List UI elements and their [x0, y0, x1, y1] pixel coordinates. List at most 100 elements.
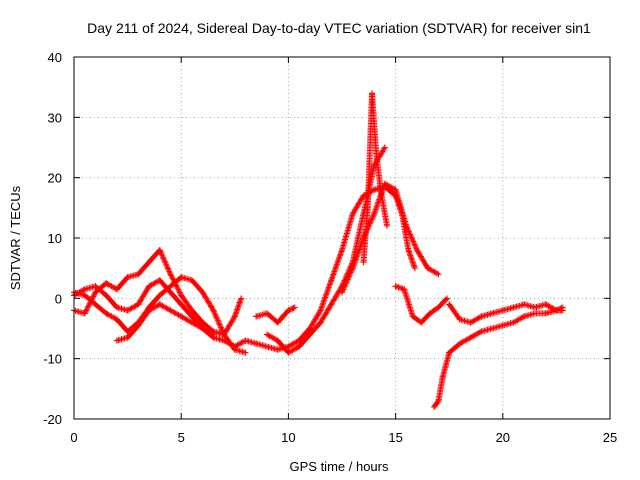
data-point	[135, 271, 142, 278]
data-point	[499, 322, 506, 329]
data-point	[188, 319, 195, 326]
data-point	[384, 222, 391, 229]
x-tick-label: 5	[178, 430, 185, 445]
data-point	[156, 247, 163, 254]
data-point	[392, 283, 399, 290]
data-point	[467, 334, 474, 341]
data-point	[360, 192, 367, 199]
data-point	[221, 331, 228, 338]
data-point	[103, 310, 110, 317]
data-point	[296, 343, 303, 350]
data-point	[113, 286, 120, 293]
data-point	[291, 304, 298, 311]
data-point	[178, 292, 185, 299]
data-point	[349, 210, 356, 217]
data-point	[199, 289, 206, 296]
data-point	[274, 319, 281, 326]
data-point	[103, 280, 110, 287]
data-point	[124, 334, 131, 341]
y-tick-label: -10	[43, 352, 62, 367]
data-point	[377, 186, 384, 193]
data-point	[242, 349, 249, 356]
data-point	[274, 346, 281, 353]
y-tick-label: 0	[55, 291, 62, 306]
data-point	[435, 271, 442, 278]
data-point	[489, 310, 496, 317]
series-track-2	[71, 247, 245, 338]
series-track-4	[113, 301, 217, 344]
data-point	[360, 259, 367, 266]
data-point	[403, 222, 410, 229]
data-point	[146, 307, 153, 314]
data-point	[444, 295, 451, 302]
data-point	[113, 337, 120, 344]
data-point	[188, 307, 195, 314]
series-track-8	[360, 90, 391, 266]
data-point	[263, 343, 270, 350]
series-track-5	[253, 304, 298, 326]
data-point	[510, 304, 517, 311]
data-point	[531, 304, 538, 311]
data-point	[339, 289, 345, 296]
data-point	[435, 304, 442, 311]
data-point	[156, 301, 163, 308]
data-points	[71, 90, 566, 410]
data-point	[210, 331, 217, 338]
data-point	[178, 274, 185, 281]
x-tick-label: 25	[603, 430, 617, 445]
data-point	[188, 277, 195, 284]
data-point	[521, 313, 528, 320]
data-point	[124, 307, 131, 314]
data-point	[446, 301, 453, 308]
data-point	[156, 292, 163, 299]
series-track-10	[431, 307, 566, 410]
x-tick-label: 10	[281, 430, 295, 445]
data-point	[231, 346, 238, 353]
data-point	[418, 319, 425, 326]
data-point	[146, 283, 153, 290]
data-point	[446, 349, 453, 356]
data-point	[135, 301, 142, 308]
data-point	[231, 313, 238, 320]
chart-title: Day 211 of 2024, Sidereal Day-to-day VTE…	[87, 20, 591, 36]
data-point	[253, 340, 260, 347]
data-point	[178, 313, 185, 320]
data-point	[559, 304, 566, 311]
data-point	[381, 144, 388, 151]
data-point	[92, 301, 99, 308]
data-point	[167, 289, 174, 296]
data-point	[364, 204, 371, 211]
data-point	[542, 301, 549, 308]
data-point	[531, 310, 538, 317]
data-point	[401, 286, 408, 293]
data-point	[210, 307, 217, 314]
data-point	[253, 313, 260, 320]
series-track-11	[446, 301, 566, 326]
data-point	[349, 265, 356, 272]
data-point	[156, 277, 163, 284]
data-point	[424, 265, 431, 272]
data-point	[92, 289, 99, 296]
x-axis-label: GPS time / hours	[290, 459, 389, 474]
data-point	[263, 331, 270, 338]
data-point	[381, 180, 388, 187]
y-tick-label: 40	[48, 50, 62, 65]
data-point	[411, 265, 418, 272]
x-tick-label: 20	[496, 430, 510, 445]
data-point	[431, 403, 438, 410]
data-point	[81, 310, 88, 317]
data-point	[113, 304, 120, 311]
data-point	[238, 295, 245, 302]
data-point	[103, 292, 110, 299]
data-point	[328, 301, 335, 308]
x-tick-label: 0	[70, 430, 77, 445]
data-point	[285, 307, 292, 314]
data-point	[242, 337, 249, 344]
y-tick-label: -20	[43, 412, 62, 427]
data-point	[263, 310, 270, 317]
data-point	[414, 247, 421, 254]
data-point	[199, 325, 206, 332]
data-point	[167, 283, 174, 290]
